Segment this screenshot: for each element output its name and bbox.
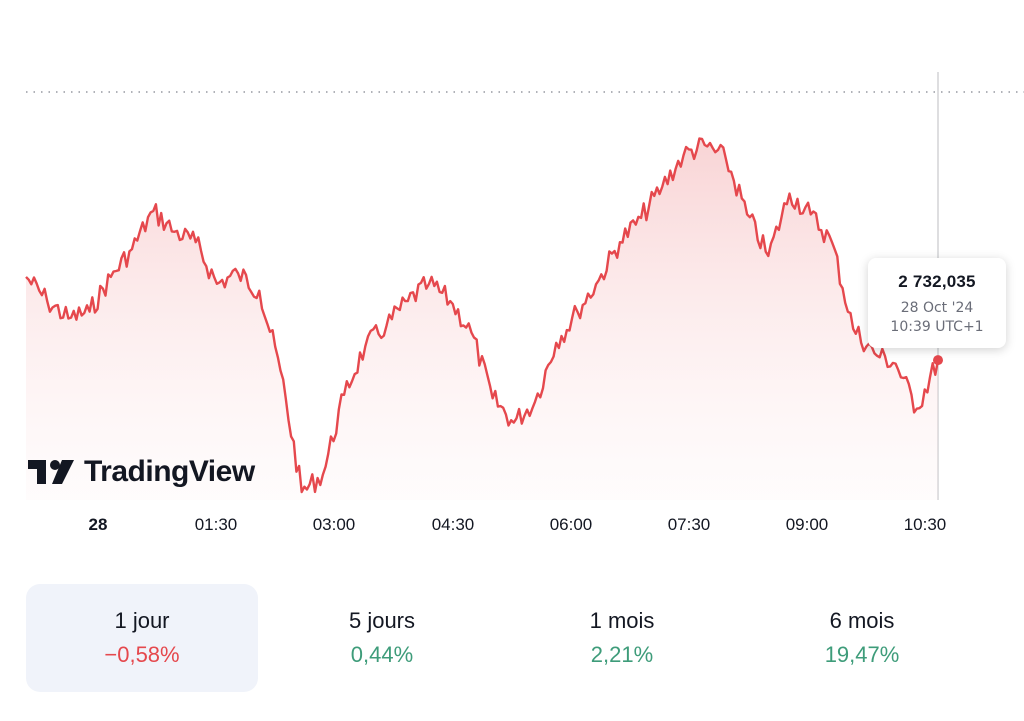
x-tick-label: 07:30	[668, 515, 711, 534]
x-tick-label: 28	[89, 515, 108, 534]
price-area	[26, 138, 938, 500]
x-tick-label: 04:30	[432, 515, 475, 534]
period-label: 5 jours	[348, 608, 416, 633]
price-tooltip: 2 732,035 28 Oct '24 10:39 UTC+1	[868, 258, 1006, 348]
period-change: 2,21%	[590, 642, 654, 667]
last-price-dot[interactable]	[933, 355, 943, 366]
x-tick-label: 01:30	[195, 515, 238, 534]
tradingview-logo-text: TradingView	[84, 455, 255, 488]
period-change: 19,47%	[824, 642, 900, 667]
tooltip-date: 28 Oct '24	[900, 300, 974, 316]
period-1-month-button[interactable]: 1 mois 2,21%	[506, 584, 738, 692]
period-change: −0,58%	[104, 642, 180, 667]
x-tick-label: 03:00	[313, 515, 356, 534]
price-line	[25, 137, 940, 494]
x-axis: 28 01:30 03:00 04:30 06:00 07:30 09:00 10:30	[89, 515, 947, 534]
x-tick-label: 09:00	[786, 515, 829, 534]
period-label: 6 mois	[829, 608, 895, 633]
period-label: 1 mois	[589, 608, 655, 633]
period-change: 0,44%	[350, 642, 414, 667]
x-tick-label: 06:00	[550, 515, 593, 534]
tradingview-logo: TradingView	[28, 454, 255, 490]
price-chart[interactable]: 28 01:30 03:00 04:30 06:00 07:30 09:00 10:30	[0, 0, 1024, 560]
period-6-months-button[interactable]: 6 mois 19,47%	[746, 584, 978, 692]
period-label: 1 jour	[114, 608, 170, 633]
tooltip-value: 2 732,035	[898, 272, 976, 291]
period-1-day-button[interactable]: 1 jour −0,58%	[26, 584, 258, 692]
period-selector: 1 jour −0,58% 5 jours 0,44% 1 mois 2,21%…	[26, 584, 996, 692]
period-5-days-button[interactable]: 5 jours 0,44%	[266, 584, 498, 692]
tradingview-logo-icon	[28, 460, 74, 484]
x-tick-label: 10:30	[904, 515, 947, 534]
tooltip-time: 10:39 UTC+1	[890, 319, 984, 335]
